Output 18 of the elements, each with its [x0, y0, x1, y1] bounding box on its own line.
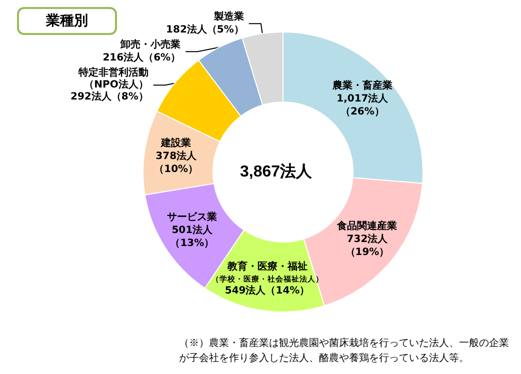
chart-title: 業種別: [45, 13, 88, 29]
data-label: 378法人（10%）: [154, 150, 198, 176]
data-label: 1,017法人（26%）: [336, 92, 390, 118]
slice-label: 製造業: [212, 10, 244, 23]
data-label: 732法人（19%）: [345, 233, 390, 258]
slice-label: 特定非営利活動（NPO法人）: [77, 66, 148, 91]
text: （※）農業・畜産業は観光農園や菌床栽培を行っていた法人、一般の企業が子会社を作り参入した法人、酪農や養鶏を行っている法人等。: [179, 337, 509, 364]
data-label: 292法人（8%）: [70, 90, 148, 103]
slice-label: サービス業: [167, 210, 218, 223]
data-label: 182法人（5%）: [166, 24, 244, 36]
slice-label: 卸売・小売業: [120, 38, 181, 51]
text: 3,867法人: [240, 162, 314, 180]
slice-label: 農業・畜産業: [331, 79, 392, 92]
slice-label: 食品関連産業: [336, 220, 398, 232]
data-label: 501法人（13%）: [170, 224, 214, 249]
slice-label: 建設業: [160, 137, 192, 150]
data-label: 216法人（6%）: [102, 52, 181, 64]
data-label: 549法人（14%）: [224, 284, 310, 296]
